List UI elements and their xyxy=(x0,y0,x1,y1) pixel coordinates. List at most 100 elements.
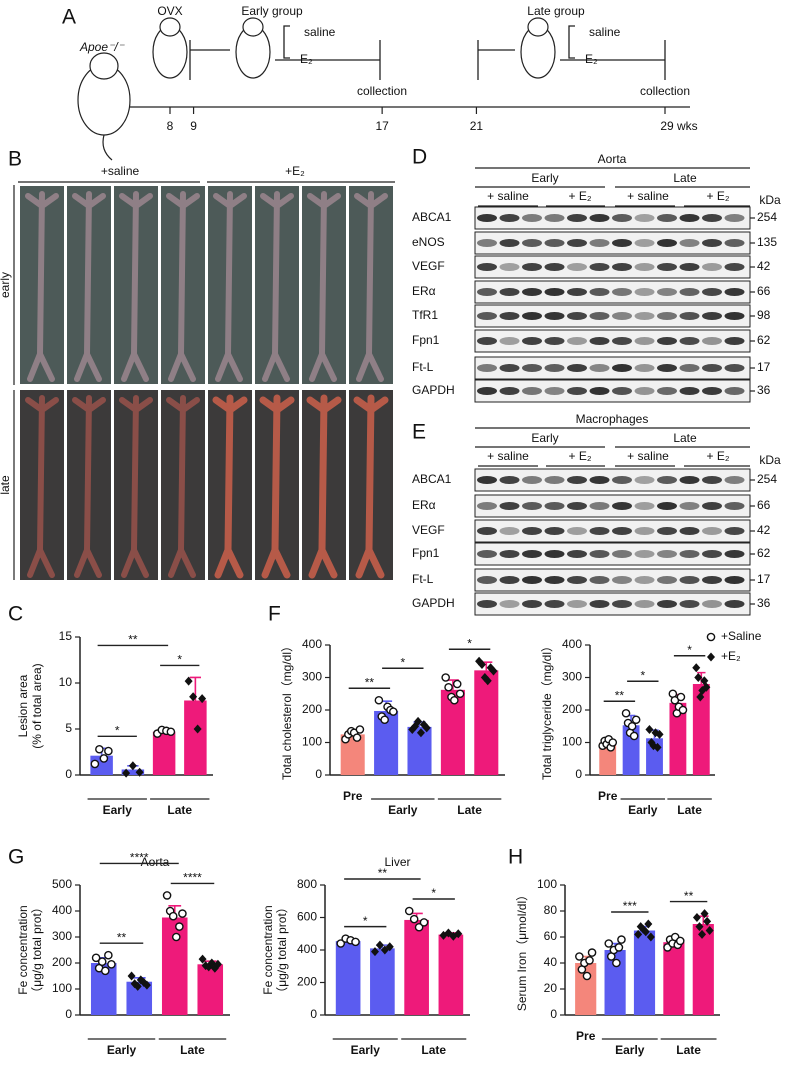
data-point xyxy=(213,959,222,969)
significance-label: * xyxy=(115,723,120,737)
group-label: Late xyxy=(457,803,482,817)
blot-band xyxy=(499,214,520,222)
kda-value: 62 xyxy=(757,333,771,347)
blot-band xyxy=(589,312,610,320)
blot-band xyxy=(634,502,655,510)
protein-label: VEGF xyxy=(412,523,445,537)
y-tick-label: 200 xyxy=(297,975,317,989)
blot-band xyxy=(567,600,587,608)
aorta xyxy=(212,394,248,579)
y-tick-label: 0 xyxy=(65,1007,72,1021)
panel-letter: C xyxy=(8,603,23,626)
blot-band xyxy=(522,550,542,558)
data-point xyxy=(135,767,144,777)
group-label: Late xyxy=(421,1043,446,1057)
data-point xyxy=(608,738,618,747)
significance-label: ** xyxy=(117,930,127,944)
data-point xyxy=(627,721,637,731)
kda-value: 42 xyxy=(757,523,771,537)
data-point xyxy=(162,891,172,900)
blot-band xyxy=(499,502,520,510)
blot-band xyxy=(589,576,610,584)
data-point xyxy=(133,981,142,991)
blot-band xyxy=(612,288,632,296)
y-tick-label: 10 xyxy=(59,675,73,689)
data-point xyxy=(444,682,453,692)
data-point xyxy=(385,942,394,952)
panel-letter: F xyxy=(268,603,281,626)
kda-value: 254 xyxy=(757,210,777,224)
chart-title: Liver xyxy=(384,855,410,869)
blot-band xyxy=(477,502,497,510)
blot-band xyxy=(657,476,677,484)
blot-band xyxy=(544,214,565,222)
blot-band xyxy=(477,239,497,247)
y-tick-label: 100 xyxy=(537,877,557,891)
blot-band xyxy=(544,312,565,320)
data-point xyxy=(355,725,365,734)
blot-band xyxy=(657,263,677,271)
kda-value: 17 xyxy=(757,572,771,586)
data-point xyxy=(621,708,631,718)
blot-band xyxy=(634,600,655,608)
blot-band xyxy=(567,476,587,484)
blot-band xyxy=(544,476,565,484)
protein-label: TfR1 xyxy=(412,308,438,322)
blot-band xyxy=(544,288,565,296)
legend-marker xyxy=(706,632,716,642)
blot-band xyxy=(499,476,520,484)
blot-band xyxy=(702,312,722,320)
bar xyxy=(197,964,224,1015)
kda-label: kDa xyxy=(759,193,781,207)
significance-label: * xyxy=(177,653,182,667)
blot-band xyxy=(522,263,542,271)
blot-band xyxy=(724,263,745,271)
blot-band xyxy=(657,387,677,395)
data-point xyxy=(646,932,655,942)
blot-band xyxy=(612,337,632,345)
blot-treatment: + saline xyxy=(487,449,529,463)
data-point xyxy=(184,676,193,686)
blot-band xyxy=(567,312,587,320)
treatment-label: saline xyxy=(589,25,621,39)
group-label: Early xyxy=(388,803,418,817)
data-point xyxy=(352,733,362,742)
group-label: Pre xyxy=(598,789,618,803)
blot-band xyxy=(702,387,722,395)
blot-band xyxy=(612,527,632,535)
blot-band xyxy=(612,476,632,484)
blot-band xyxy=(724,312,745,320)
blot-band xyxy=(499,550,520,558)
bar xyxy=(370,948,395,1015)
kda-value: 66 xyxy=(757,498,771,512)
protein-label: ABCA1 xyxy=(412,472,452,486)
blot-band xyxy=(679,263,700,271)
week-label: 29 wks xyxy=(660,119,697,133)
blot-band xyxy=(679,288,700,296)
blot-band xyxy=(612,263,632,271)
blot-band xyxy=(702,288,722,296)
group-label: Early xyxy=(107,1043,137,1057)
data-point xyxy=(612,958,621,968)
data-point xyxy=(614,943,624,952)
blot-band xyxy=(679,239,700,247)
y-tick-label: 80 xyxy=(544,903,558,917)
y-tick-label: 200 xyxy=(52,955,72,969)
blot-band xyxy=(657,550,677,558)
week-label: 21 xyxy=(470,119,484,133)
bar xyxy=(633,930,656,1015)
data-point xyxy=(695,922,704,932)
group-label: Late group xyxy=(527,4,585,18)
significance-label: * xyxy=(363,914,368,928)
blot-band xyxy=(612,214,632,222)
data-point xyxy=(676,692,686,702)
blot-band xyxy=(567,263,587,271)
bar xyxy=(121,769,145,775)
group-label: Early group xyxy=(241,4,303,18)
y-axis-label: Lesion area xyxy=(16,674,30,737)
blot-band xyxy=(522,600,542,608)
protein-label: GAPDH xyxy=(412,596,455,610)
group-label: Late xyxy=(180,1043,205,1057)
panel-letter: G xyxy=(8,846,24,869)
group-label: Early xyxy=(351,1043,381,1057)
